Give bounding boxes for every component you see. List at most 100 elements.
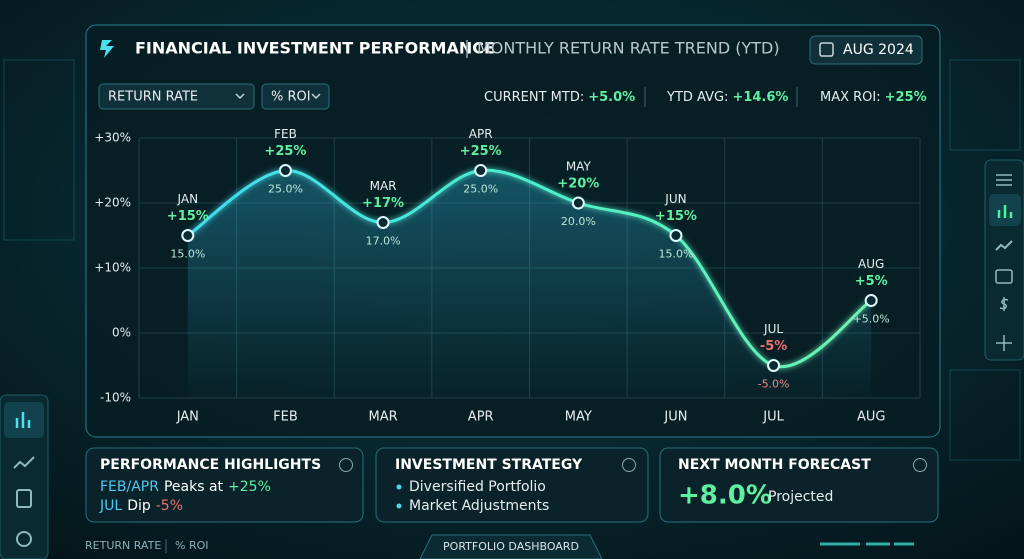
point-month-label: AUG: [858, 257, 884, 271]
chart-title: FINANCIAL INVESTMENT PERFORMANCE: [135, 39, 495, 58]
left-sidebar: [0, 394, 49, 559]
point: [669, 229, 683, 242]
point-month-label: MAY: [566, 160, 592, 174]
value-label: -5%: [760, 339, 787, 354]
card-title: PERFORMANCE HIGHLIGHTS: [100, 457, 321, 473]
stat-label: CURRENT MTD:: [484, 90, 584, 105]
highlight-value: +25%: [228, 479, 271, 495]
stat-label: YTD AVG:: [666, 90, 728, 105]
stat-value: +25%: [885, 90, 927, 105]
value-label-precise: 20.0%: [561, 215, 596, 228]
chart-subtitle: MONTHLY RETURN RATE TREND (YTD): [477, 39, 780, 58]
y-tick-label: +10%: [94, 261, 131, 275]
value-label: +25%: [264, 144, 306, 159]
nav-target[interactable]: [996, 335, 1012, 351]
value-label: +15%: [655, 209, 697, 224]
unit-dropdown[interactable]: [261, 83, 330, 110]
info-icon[interactable]: [622, 458, 636, 472]
x-tick-label: JAN: [176, 410, 199, 425]
card-line: FEB/APR Peaks at +25%: [100, 479, 271, 495]
stat: YTD AVG: +14.6%: [666, 90, 788, 105]
value-label: +15%: [167, 209, 209, 224]
point-month-label: JAN: [177, 192, 199, 206]
forecast-value: +8.0%: [678, 481, 772, 511]
plot: -10% 0% +10% +20% +30% JAN FEB MAR APR MAY JUN JUL A…: [94, 127, 921, 425]
footer-tab-label: PORTFOLIO DASHBOARD: [443, 540, 579, 553]
value-label-precise: -5.0%: [758, 378, 790, 391]
value-label-precise: 15.0%: [658, 248, 693, 261]
card-line: JUL Dip -5%: [99, 498, 183, 514]
right-sidebar: [984, 159, 1024, 361]
info-icon[interactable]: [339, 458, 353, 472]
x-tick-label: MAY: [565, 410, 592, 425]
value-label: +17%: [362, 196, 404, 211]
footer-tab[interactable]: [419, 534, 603, 559]
highlight-month: FEB/APR: [100, 479, 159, 495]
nav-trend[interactable]: [995, 240, 1013, 251]
highlight-value: -5%: [156, 498, 183, 514]
y-tick-label: 0%: [112, 326, 131, 340]
date-label: AUG 2024: [843, 42, 914, 58]
background-decor: [3, 59, 1021, 461]
point-month-label: JUN: [664, 192, 686, 206]
point: [278, 164, 292, 177]
value-label-precise: 15.0%: [170, 248, 205, 261]
value-label-precise: +5.0%: [853, 313, 890, 326]
nav-settings[interactable]: [16, 531, 32, 547]
metric-dropdown[interactable]: [98, 83, 255, 110]
y-tick-label: +30%: [94, 131, 131, 145]
x-tick-label: JUL: [762, 410, 784, 425]
strategy-item: Market Adjustments: [409, 498, 549, 514]
strategy-item: Diversified Portfolio: [409, 479, 546, 495]
x-tick-label: FEB: [273, 410, 298, 425]
chevron: [235, 93, 245, 100]
bullet: [396, 484, 402, 490]
point-month-label: FEB: [274, 127, 297, 141]
value-label-precise: 17.0%: [366, 235, 401, 248]
footer-item[interactable]: % ROI: [175, 539, 209, 552]
dropdown-label: RETURN RATE: [108, 90, 198, 105]
nav-trend[interactable]: [13, 456, 35, 469]
card-title: NEXT MONTH FORECAST: [678, 457, 871, 473]
y-tick-label: -10%: [100, 391, 131, 405]
point: [181, 229, 195, 242]
point-month-label: JUL: [763, 322, 783, 336]
highlight-text: Peaks at: [164, 479, 224, 495]
nav-list[interactable]: [996, 174, 1012, 186]
card: [659, 447, 939, 523]
chevron: [311, 93, 321, 100]
nav-money[interactable]: [999, 297, 1009, 311]
stat-label: MAX ROI:: [820, 90, 881, 105]
x-tick-label: AUG: [857, 410, 885, 425]
point: [767, 359, 781, 372]
line: [186, 168, 873, 369]
dropdown-label: % ROI: [271, 90, 311, 105]
stat: MAX ROI: +25%: [820, 90, 927, 105]
x-tick-label: MAR: [368, 410, 397, 425]
card: [375, 447, 649, 523]
info-icon[interactable]: [913, 458, 927, 472]
x-tick-label: JUN: [663, 410, 687, 425]
footer-item[interactable]: RETURN RATE: [85, 539, 161, 552]
nav-report[interactable]: [16, 489, 32, 508]
calendar-icon: [819, 42, 834, 57]
point-month-label: APR: [469, 127, 493, 141]
forecast-note: Projected: [768, 489, 833, 505]
highlight-text: Dip: [127, 498, 151, 514]
point: [474, 164, 488, 177]
date-picker[interactable]: [809, 35, 923, 65]
x-tick-label: APR: [468, 410, 494, 425]
logo: [100, 40, 114, 58]
value-label-precise: 25.0%: [463, 183, 498, 196]
value-label: +5%: [855, 274, 888, 289]
card: [85, 447, 364, 523]
highlight-month: JUL: [99, 498, 122, 514]
y-tick-label: +20%: [94, 196, 131, 210]
nav-card[interactable]: [995, 269, 1013, 284]
value-label-precise: 25.0%: [268, 183, 303, 196]
stat-value: +5.0%: [588, 90, 635, 105]
area: [187, 170, 872, 398]
bullet: [396, 503, 402, 509]
